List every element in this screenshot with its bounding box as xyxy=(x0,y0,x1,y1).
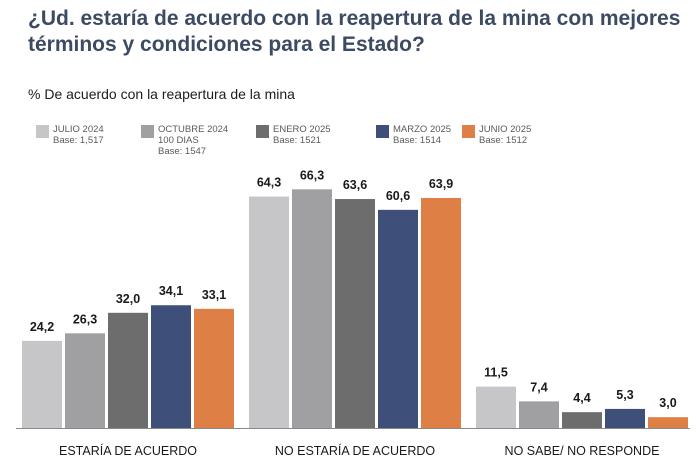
data-label: 26,3 xyxy=(73,312,97,326)
legend-label: ENERO 2025 xyxy=(273,124,331,135)
data-label: 60,6 xyxy=(386,189,410,203)
legend-swatch xyxy=(376,125,389,138)
chart-title: ¿Ud. estaría de acuerdo con la reapertur… xyxy=(28,6,688,58)
bar xyxy=(335,199,375,428)
data-label: 4,4 xyxy=(573,391,590,405)
bar xyxy=(108,312,148,428)
title-line-2: términos y condiciones para el Estado? xyxy=(28,33,425,56)
bar xyxy=(476,386,516,428)
legend-detail: Base: 1514 xyxy=(393,135,442,146)
bar xyxy=(421,197,461,428)
data-label: 5,3 xyxy=(616,388,633,402)
data-label: 32,0 xyxy=(116,292,140,306)
data-label: 3,0 xyxy=(659,396,676,410)
bar xyxy=(378,209,418,428)
data-label: 64,3 xyxy=(257,176,281,190)
category-label: NO SABE/ NO RESPONDE xyxy=(505,444,660,458)
legend-detail: Base: 1547 xyxy=(158,146,207,157)
bar xyxy=(648,417,688,428)
chart-subtitle: % De acuerdo con la reapertura de la min… xyxy=(28,86,295,102)
bar xyxy=(249,196,289,428)
bar xyxy=(194,308,234,428)
category-label: ESTARÍA DE ACUERDO xyxy=(59,443,197,458)
legend-detail: Base: 1,517 xyxy=(53,135,104,146)
legend-swatch xyxy=(36,125,49,138)
data-label: 63,6 xyxy=(343,178,367,192)
legend-detail: Base: 1521 xyxy=(273,135,322,146)
bar xyxy=(562,412,602,428)
legend-label: JULIO 2024 xyxy=(53,124,104,135)
data-label: 66,3 xyxy=(300,168,324,182)
data-label: 7,4 xyxy=(530,380,547,394)
category-label: NO ESTARÍA DE ACUERDO xyxy=(275,443,435,458)
legend-label: MARZO 2025 xyxy=(393,124,452,135)
legend-detail: 100 DIAS xyxy=(158,135,199,146)
legend-detail: Base: 1512 xyxy=(479,135,528,146)
data-label: 11,5 xyxy=(484,366,508,380)
legend-label: OCTUBRE 2024 xyxy=(158,124,229,135)
legend-swatch xyxy=(256,125,269,138)
legend-swatch xyxy=(462,125,475,138)
legend-label: JUNIO 2025 xyxy=(479,124,532,135)
bar xyxy=(292,189,332,428)
data-label: 33,1 xyxy=(202,288,226,302)
data-label: 63,9 xyxy=(429,177,453,191)
data-label: 24,2 xyxy=(30,320,54,334)
bar xyxy=(22,340,62,428)
data-label: 34,1 xyxy=(159,284,183,298)
bar xyxy=(65,333,105,428)
legend-swatch xyxy=(141,125,154,138)
bar xyxy=(151,305,191,428)
title-line-1: ¿Ud. estaría de acuerdo con la reapertur… xyxy=(28,7,681,30)
bar xyxy=(605,408,645,428)
bar xyxy=(519,401,559,428)
